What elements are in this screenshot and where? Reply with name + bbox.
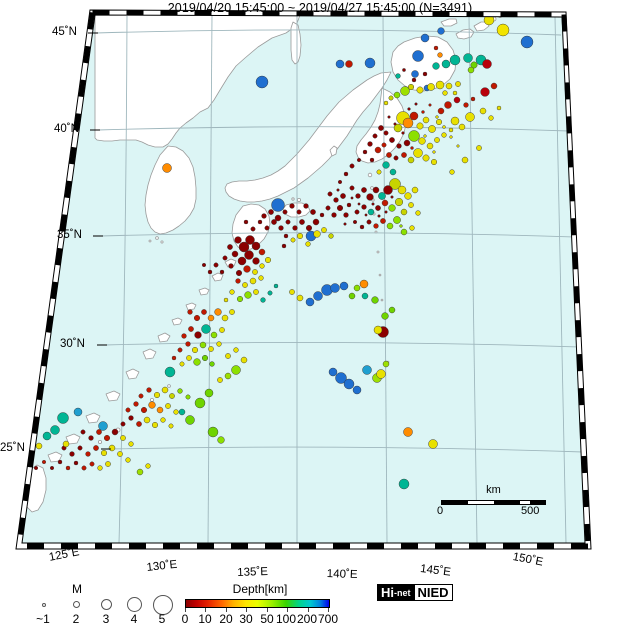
lat-label-30n: 30˚N	[60, 338, 85, 350]
depth-tick-10: 10	[198, 612, 212, 626]
depth-tick-200: 200	[296, 612, 318, 626]
depth-tick-700: 700	[317, 612, 339, 626]
logo-net-text: -net	[394, 587, 411, 598]
magnitude-symbol-m4	[127, 597, 142, 612]
lon-label-140e: 140˚E	[326, 568, 358, 582]
magnitude-label-m1: ~1	[36, 612, 50, 626]
hinet-nied-logo: Hi -net NIED	[377, 584, 453, 601]
scale-bar-start: 0	[437, 505, 444, 517]
depth-tick-30: 30	[239, 612, 253, 626]
magnitude-legend-symbols	[22, 595, 173, 615]
magnitude-label-m4: 4	[130, 612, 138, 626]
depth-tick-50: 50	[260, 612, 274, 626]
scale-bar-end: 500	[521, 505, 540, 517]
scale-bar: km 0 500	[437, 484, 546, 517]
axis-ticks	[88, 32, 111, 450]
depth-colorbar	[185, 599, 330, 608]
depth-legend: Depth[km] 0 10 20 30 50 100 200 700	[180, 582, 340, 626]
magnitude-label-m3: 3	[102, 612, 110, 626]
epicenter-markers	[33, 15, 534, 490]
depth-tick-100: 100	[275, 612, 297, 626]
logo-hinet: Hi -net	[378, 585, 414, 600]
magnitude-legend-title: M	[72, 582, 82, 596]
scale-bar-unit: km	[486, 484, 501, 496]
scale-bar-track	[441, 500, 546, 505]
magnitude-label-m2: 2	[72, 612, 80, 626]
depth-colorbar-ticks	[185, 608, 330, 612]
magnitude-symbol-m2	[73, 601, 80, 608]
magnitude-label-m5: 5	[158, 612, 166, 626]
map-frame	[15, 9, 592, 550]
lat-label-25n: 25˚N	[0, 442, 25, 454]
lat-label-35n: 35˚N	[57, 229, 82, 241]
depth-tick-0: 0	[181, 612, 189, 626]
depth-tick-20: 20	[219, 612, 233, 626]
magnitude-legend: M ~1 2 3 4 5	[22, 582, 173, 626]
magnitude-symbol-m3	[101, 599, 112, 610]
lon-label-135e: 135˚E	[237, 565, 269, 579]
magnitude-symbol-m5	[153, 595, 173, 615]
lat-label-40n: 40˚N	[54, 123, 79, 135]
logo-hi-text: Hi	[381, 585, 394, 600]
epicenter-map[interactable]: 45˚N 40˚N 35˚N 30˚N 25˚N 125˚E 130˚E 135…	[0, 0, 640, 582]
landmasses	[24, 15, 502, 513]
lat-label-45n: 45˚N	[52, 26, 77, 38]
map-canvas[interactable]	[0, 0, 640, 580]
logo-nied-text: NIED	[413, 585, 452, 600]
depth-legend-title: Depth[km]	[232, 582, 288, 596]
magnitude-symbol-m1	[42, 603, 46, 607]
map-body	[22, 15, 585, 543]
